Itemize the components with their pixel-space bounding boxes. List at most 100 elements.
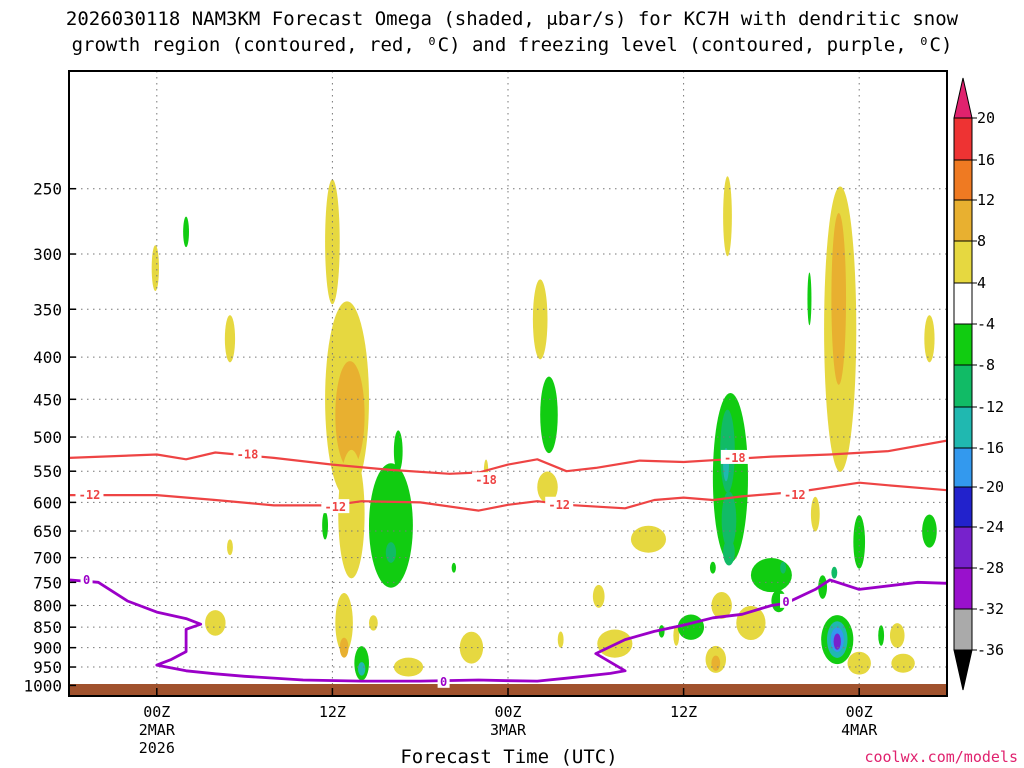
omega-region-26 — [592, 584, 605, 608]
y-tick-label: 1000 — [23, 676, 62, 695]
omega-region-55 — [833, 633, 841, 650]
x-tick-date: 3MAR — [490, 721, 527, 739]
omega-region-60 — [891, 653, 915, 673]
omega-region-51 — [831, 212, 847, 385]
chart-title-line-2: growth region (contoured, red, ⁰C) and f… — [72, 34, 953, 56]
colorbar-swatch — [953, 486, 973, 528]
omega-region-25 — [557, 631, 564, 648]
omega-region-4 — [205, 610, 226, 636]
credit-text: coolwx.com/models — [864, 748, 1018, 766]
colorbar-swatch — [953, 526, 973, 569]
omega-region-58 — [878, 625, 885, 646]
omega-region-18 — [393, 657, 424, 677]
y-tick-label: 700 — [33, 549, 62, 568]
omega-region-59 — [889, 623, 905, 648]
grid-lines — [69, 71, 947, 696]
y-tick-label: 350 — [33, 300, 62, 319]
chart-title-line-1: 2026030118 NAM3KM Forecast Omega (shaded… — [66, 8, 959, 30]
x-tick-label: 12Z — [319, 703, 346, 721]
omega-region-56 — [853, 515, 866, 569]
dgz-isotherm-minus12-label: -12 — [324, 500, 346, 514]
omega-region-13 — [358, 662, 366, 676]
omega-region-9 — [335, 593, 353, 653]
colorbar-label: -8 — [977, 356, 995, 374]
y-tick-label: 950 — [33, 658, 62, 677]
dgz-isotherm-minus18-label: -18 — [237, 448, 259, 462]
x-tick-date: 4MAR — [841, 721, 878, 739]
colorbar-label: 12 — [977, 191, 995, 209]
y-tick-label: 450 — [33, 390, 62, 409]
colorbar-swatch — [953, 199, 973, 242]
dgz-isotherm-minus12-label-bg — [545, 496, 574, 511]
omega-region-43 — [750, 558, 792, 593]
colorbar-label: 4 — [977, 274, 986, 292]
x-tick-label: 00Z — [494, 703, 521, 721]
dgz-isotherm-minus12-label-bg — [780, 487, 809, 502]
y-tick-label: 850 — [33, 618, 62, 637]
colorbar-label: 8 — [977, 232, 986, 250]
x-tick-label: 12Z — [670, 703, 697, 721]
omega-region-15 — [385, 542, 397, 563]
isotherm-labels: -18 -18 -18 -12 -12 -12 -12 0 0 0 — [75, 446, 809, 689]
y-tick-label: 300 — [33, 245, 62, 264]
freezing-level-isotherm-label-bg — [437, 673, 450, 688]
omega-region-37 — [721, 491, 737, 549]
freezing-level-isotherm-label-bg — [780, 593, 793, 608]
omega-region-22 — [532, 279, 548, 360]
colorbar-label: -20 — [977, 478, 1004, 496]
freezing-level-isotherm-label: 0 — [440, 675, 447, 689]
colorbar-swatch — [953, 406, 973, 449]
y-tick-label: 600 — [33, 493, 62, 512]
y-tick-label: 500 — [33, 428, 62, 447]
omega-region-28 — [630, 525, 667, 553]
omega-region-20 — [451, 562, 457, 573]
omega-region-38 — [709, 561, 716, 574]
dgz-isotherm-minus18-label-bg — [720, 449, 749, 464]
colorbar-label: 16 — [977, 151, 995, 169]
omega-region-48 — [818, 575, 828, 599]
dgz-isotherm-minus18-label-bg — [472, 472, 501, 487]
omega-region-7 — [335, 361, 365, 469]
colorbar-swatch — [953, 240, 973, 284]
omega-region-23 — [540, 376, 558, 454]
colorbar-top-arrow — [953, 77, 973, 119]
freezing-level-isotherm-label: 0 — [782, 595, 789, 609]
omega-region-10 — [339, 637, 349, 658]
omega-region-16 — [393, 430, 403, 472]
omega-region-57 — [847, 651, 871, 675]
omega-region-61 — [924, 315, 935, 363]
colorbar-label: -24 — [977, 518, 1004, 536]
colorbar-label: -32 — [977, 600, 1004, 618]
y-tick-label: 650 — [33, 522, 62, 541]
omega-region-1 — [183, 216, 189, 248]
omega-region-62 — [922, 514, 937, 548]
dgz-isotherm-minus12-label: -12 — [784, 488, 806, 502]
dgz-isotherm-minus12-label: -12 — [79, 488, 101, 502]
omega-region-24 — [537, 471, 558, 503]
colorbar-swatch — [953, 323, 973, 366]
y-tick-label: 400 — [33, 348, 62, 367]
omega-region-49 — [831, 566, 838, 579]
freezing-level-isotherm-label-bg — [80, 571, 93, 586]
freezing-level-isotherm — [69, 578, 947, 683]
omega-region-39 — [711, 592, 732, 619]
omega-region-5 — [325, 179, 340, 305]
x-axis-label: Forecast Time (UTC) — [400, 746, 617, 768]
y-tick-label: 900 — [33, 639, 62, 658]
dgz-isotherm-minus18 — [69, 439, 947, 475]
colorbar-swatch — [953, 159, 973, 201]
dgz-isotherm-minus18-label-bg — [233, 446, 262, 461]
omega-region-46 — [810, 496, 820, 532]
colorbar-label: -36 — [977, 641, 1004, 659]
x-tick-date: 2MAR — [139, 721, 176, 739]
y-tick-label: 750 — [33, 573, 62, 592]
x-tick-label: 00Z — [846, 703, 873, 721]
y-tick-label: 800 — [33, 596, 62, 615]
isotherm-layer — [69, 439, 947, 683]
colorbar-label: 20 — [977, 109, 995, 127]
x-tick-year: 2026 — [139, 739, 175, 757]
dgz-isotherm-minus12-label-bg — [321, 499, 350, 514]
dgz-isotherm-minus12-label-bg — [75, 487, 104, 502]
omega-region-17 — [368, 615, 378, 631]
